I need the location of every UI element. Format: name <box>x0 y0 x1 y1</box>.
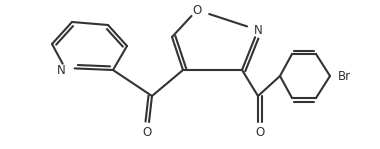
Text: N: N <box>253 24 262 37</box>
Text: Br: Br <box>338 69 351 83</box>
Text: N: N <box>57 65 65 77</box>
Text: O: O <box>192 3 202 17</box>
Text: O: O <box>255 125 264 139</box>
Text: O: O <box>142 125 152 139</box>
